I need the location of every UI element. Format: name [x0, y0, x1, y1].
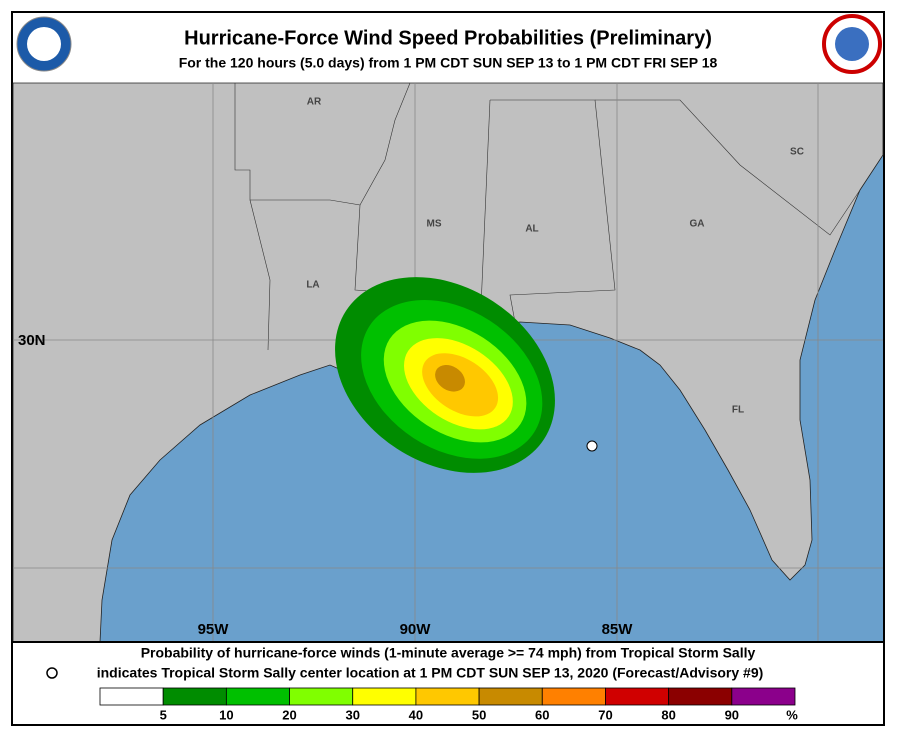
probability-contours	[335, 277, 555, 473]
state-label: AL	[525, 224, 538, 235]
legend-label: 40	[409, 707, 423, 722]
state-label: FL	[732, 405, 744, 416]
state-label: MS	[427, 219, 442, 230]
legend: 5 10 20 30 40 50 60 70 80 90%	[99, 687, 798, 722]
legend-label: 20	[282, 707, 296, 722]
border	[359, 82, 411, 206]
legend-swatch	[352, 687, 417, 706]
noaa-logo-inner	[27, 27, 61, 61]
nws-logo-inner	[835, 27, 869, 61]
legend-swatch	[478, 687, 543, 706]
legend-label: 5	[160, 707, 167, 722]
legend-swatch	[162, 687, 227, 706]
state-label: SC	[790, 147, 804, 158]
legend-swatch	[289, 687, 354, 706]
storm-center	[586, 440, 598, 452]
lon-label: 95W	[198, 621, 230, 638]
state-label: LA	[306, 280, 319, 291]
legend-label: 80	[661, 707, 675, 722]
map: AR MS AL GA SC LA FL 30N 95W 90W 85W	[12, 82, 884, 643]
state-label: GA	[690, 219, 705, 230]
legend-unit: %	[786, 707, 798, 722]
legend-swatch	[668, 687, 733, 706]
legend-label: 60	[535, 707, 549, 722]
legend-swatch	[605, 687, 670, 706]
legend-label: 90	[725, 707, 739, 722]
legend-swatch	[415, 687, 480, 706]
legend-swatch	[731, 687, 796, 706]
lon-label: 90W	[400, 621, 432, 638]
legend-label: 10	[219, 707, 233, 722]
legend-label: 50	[472, 707, 486, 722]
legend-label: 30	[345, 707, 359, 722]
lat-label: 30N	[18, 332, 46, 349]
lon-label: 85W	[602, 621, 634, 638]
title: Hurricane-Force Wind Speed Probabilities…	[184, 27, 712, 49]
contour	[435, 364, 465, 392]
land	[12, 82, 884, 643]
border	[595, 99, 861, 236]
center-symbol	[46, 667, 58, 679]
footer-line2: indicates Tropical Storm Sally center lo…	[97, 665, 764, 681]
legend-label: 70	[598, 707, 612, 722]
legend-swatch	[541, 687, 606, 706]
border	[490, 99, 616, 323]
subtitle: For the 120 hours (5.0 days) from 1 PM C…	[179, 55, 718, 71]
border	[249, 199, 271, 351]
footer-line1: Probability of hurricane-force winds (1-…	[141, 645, 756, 661]
state-label: AR	[307, 97, 322, 108]
legend-swatch	[225, 687, 290, 706]
legend-swatch	[99, 687, 164, 706]
border	[479, 99, 491, 331]
